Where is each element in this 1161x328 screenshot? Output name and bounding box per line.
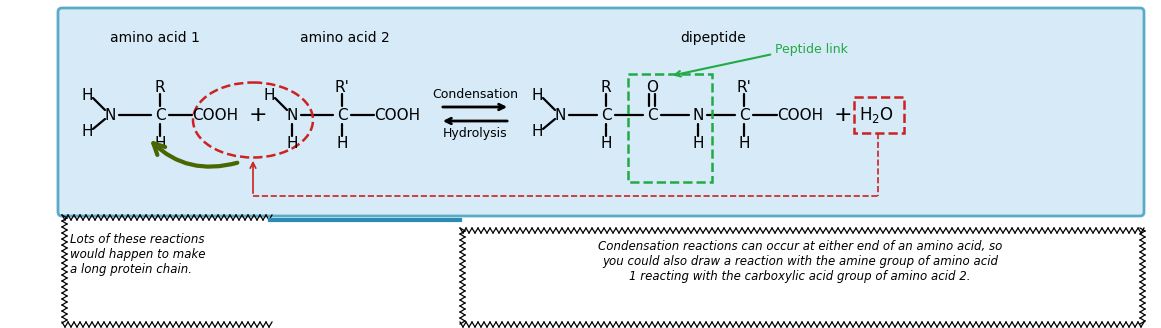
Text: C: C [337,108,347,122]
Text: N: N [692,108,704,122]
Text: H: H [532,88,542,102]
Text: H: H [154,135,166,151]
Text: H: H [337,135,348,151]
Text: H: H [738,135,750,151]
Text: C: C [600,108,612,122]
Text: Hydrolysis: Hydrolysis [442,127,507,139]
Text: +: + [248,105,267,125]
Text: amino acid 1: amino acid 1 [110,31,200,45]
Text: N: N [554,108,565,122]
Text: COOH: COOH [192,108,238,122]
Text: H$_2$O: H$_2$O [859,105,893,125]
Text: H: H [692,135,704,151]
Text: R: R [600,79,612,94]
Text: Condensation: Condensation [432,89,518,101]
Text: R': R' [736,79,751,94]
Text: H: H [81,88,93,102]
FancyBboxPatch shape [58,8,1144,216]
Text: C: C [647,108,657,122]
Text: H: H [264,88,275,102]
Text: amino acid 2: amino acid 2 [301,31,390,45]
Text: Lots of these reactions
would happen to make
a long protein chain.: Lots of these reactions would happen to … [70,233,205,276]
Text: H: H [81,125,93,139]
Text: N: N [104,108,116,122]
Text: R: R [154,79,165,94]
Text: N: N [287,108,297,122]
Text: Peptide link: Peptide link [776,44,848,56]
Text: R': R' [334,79,349,94]
Text: H: H [532,125,542,139]
Text: H: H [287,135,297,151]
Text: H: H [600,135,612,151]
Text: C: C [738,108,749,122]
Text: O: O [646,79,658,94]
Text: Condensation reactions can occur at either end of an amino acid, so
you could al: Condensation reactions can occur at eith… [598,240,1002,283]
FancyArrowPatch shape [153,143,237,167]
Text: COOH: COOH [374,108,420,122]
Text: +: + [834,105,852,125]
Text: C: C [154,108,165,122]
Text: dipeptide: dipeptide [680,31,745,45]
Text: COOH: COOH [777,108,823,122]
